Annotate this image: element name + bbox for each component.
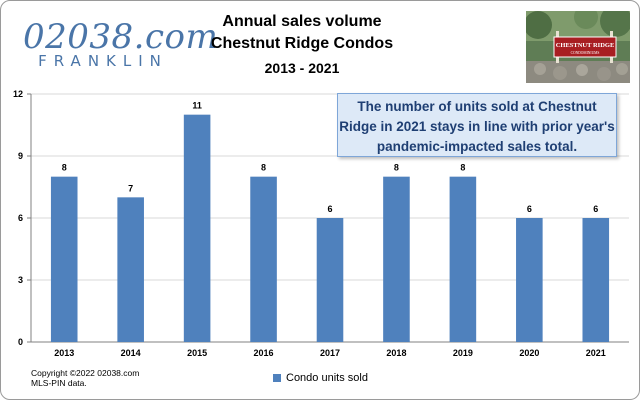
bar-2016 <box>250 176 277 342</box>
copyright-note: Copyright ©2022 02038.com MLS-PIN data. <box>31 368 139 388</box>
data-label-2015: 11 <box>192 101 202 111</box>
x-tick-label-2019: 2019 <box>453 348 473 358</box>
bar-2015 <box>183 114 211 343</box>
chart-bars <box>50 114 610 343</box>
x-tick-label-2014: 2014 <box>121 348 141 358</box>
bar-2017 <box>316 218 344 342</box>
logo-sub-text: FRANKLIN <box>38 52 168 70</box>
copyright-line: Copyright ©2022 02038.com <box>31 368 140 378</box>
x-tick-label-2015: 2015 <box>187 348 207 358</box>
chart-title-block: Annual sales volume Chestnut Ridge Condo… <box>197 11 407 79</box>
bar-2013 <box>50 176 78 342</box>
chart-legend[interactable]: Condo units sold <box>273 372 368 384</box>
y-tick-label: 9 <box>18 151 23 161</box>
chart-period: 2013 - 2021 <box>264 60 340 76</box>
data-label-2017: 6 <box>327 204 332 214</box>
data-label-2020: 6 <box>527 204 532 214</box>
chart-title: Annual sales volume <box>222 13 382 30</box>
data-label-2018: 8 <box>394 163 399 173</box>
sign-title: CHESTNUT RIDGE <box>556 42 615 49</box>
x-tick-label-2013: 2013 <box>54 348 74 358</box>
y-tick-label: 0 <box>18 337 23 347</box>
legend-swatch <box>273 374 281 382</box>
data-label-2016: 8 <box>261 163 266 173</box>
callout-text: The number of units sold at Chestnut Rid… <box>339 99 615 154</box>
x-tick-label-2018: 2018 <box>386 348 406 358</box>
bar-2021 <box>582 218 610 342</box>
chart-labels: 8 2013 7 2014 11 2015 8 2016 6 2017 8 2018 8 2019 6 202… <box>54 101 606 358</box>
property-sign-photo: CHESTNUT RIDGE CONDOMINIUMS <box>526 11 630 83</box>
data-label-2013: 8 <box>62 163 67 173</box>
bar-2018 <box>383 176 410 342</box>
y-tick-label: 3 <box>18 275 23 285</box>
bar-2020 <box>516 218 543 342</box>
data-source-line: MLS-PIN data. <box>31 378 87 388</box>
data-label-2021: 6 <box>593 204 598 214</box>
x-tick-label-2017: 2017 <box>320 348 340 358</box>
callout-box: The number of units sold at Chestnut Rid… <box>337 93 617 157</box>
data-label-2019: 8 <box>460 163 465 173</box>
sign-subtitle: CONDOMINIUMS <box>571 51 600 55</box>
chart-subtitle: Chestnut Ridge Condos <box>210 35 394 52</box>
bar-2019 <box>449 176 477 342</box>
y-tick-label: 6 <box>18 213 23 223</box>
bar-2014 <box>117 197 144 342</box>
legend-label: Condo units sold <box>286 372 368 384</box>
x-tick-label-2016: 2016 <box>254 348 274 358</box>
y-tick-label: 12 <box>13 89 23 99</box>
data-label-2014: 7 <box>128 183 133 193</box>
x-tick-label-2021: 2021 <box>586 348 606 358</box>
x-tick-label-2020: 2020 <box>519 348 539 358</box>
